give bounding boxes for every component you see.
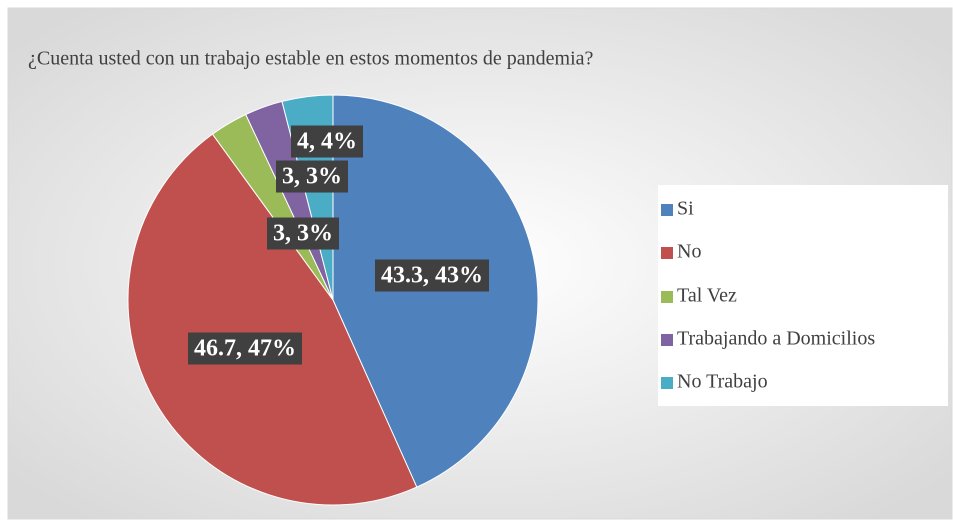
legend-swatch	[661, 204, 673, 216]
legend-box	[658, 185, 948, 406]
legend-label: No	[677, 241, 701, 263]
data-label-box	[276, 160, 348, 193]
legend-label: Trabajando a Domicilios	[677, 328, 875, 350]
data-label-box	[375, 259, 489, 292]
data-label: 3, 3%	[282, 164, 342, 190]
legend-label: Si	[677, 198, 694, 220]
data-label-box	[188, 332, 302, 365]
legend-label: Tal Vez	[677, 285, 737, 307]
data-label: 3, 3%	[273, 221, 333, 247]
legend-swatch	[661, 291, 673, 303]
data-label-box	[291, 125, 363, 158]
chart-title: ¿Cuenta usted con un trabajo estable en …	[28, 48, 594, 70]
legend-swatch	[661, 334, 673, 346]
legend-swatch	[661, 247, 673, 259]
data-label: 46.7, 47%	[194, 336, 296, 362]
legend-label: No Trabajo	[677, 371, 768, 393]
data-label: 43.3, 43%	[381, 263, 483, 289]
legend-swatch	[661, 377, 673, 389]
data-label: 4, 4%	[297, 129, 357, 155]
data-label-box	[267, 217, 339, 250]
pie-slice	[127, 133, 418, 506]
